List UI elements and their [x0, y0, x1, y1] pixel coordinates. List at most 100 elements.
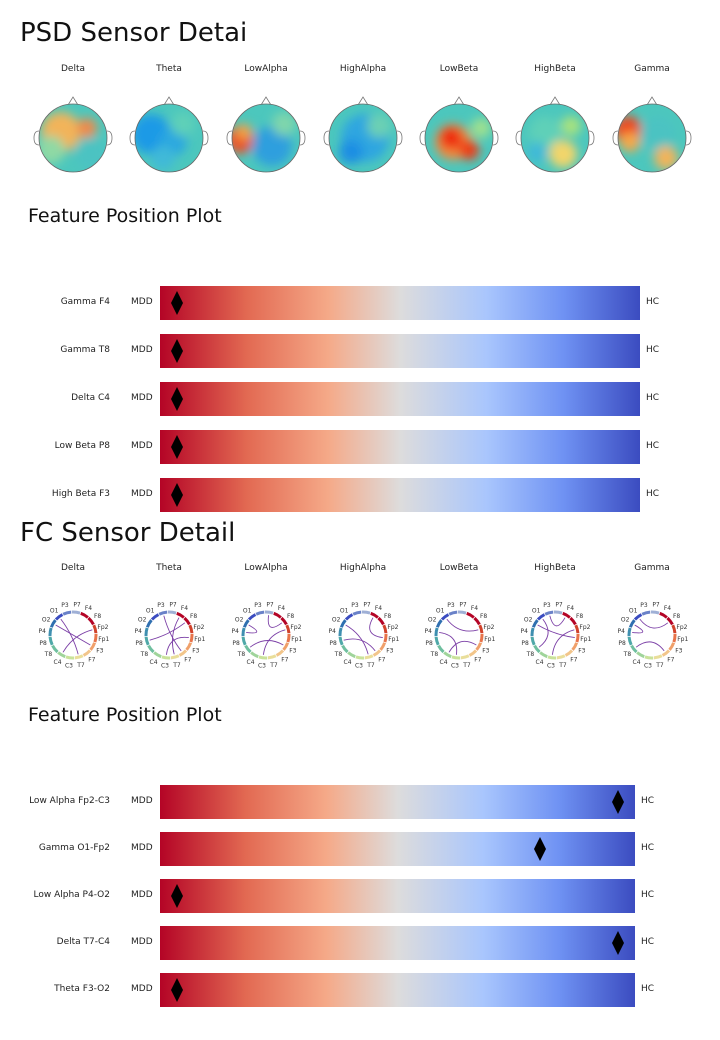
connection-line — [635, 641, 665, 652]
channel-label: O2 — [524, 617, 533, 624]
channel-segment — [636, 651, 645, 659]
nose-shape — [67, 96, 79, 106]
channel-segment — [275, 649, 285, 657]
channel-label: Fp2 — [193, 624, 204, 631]
topomap-blob — [620, 132, 640, 152]
connection-line — [549, 615, 566, 627]
channel-label: T8 — [334, 651, 343, 658]
hc-label: HC — [646, 297, 660, 307]
channel-segment — [89, 642, 97, 651]
connection-line — [60, 618, 79, 655]
channel-label: Fp1 — [484, 636, 495, 643]
channel-label: C3 — [161, 663, 169, 670]
channel-segment — [338, 627, 343, 637]
channel-label: F8 — [94, 613, 101, 620]
channel-label: T8 — [430, 651, 439, 658]
channel-segment — [364, 654, 374, 660]
feature-label: Low Alpha Fp2-C3 — [29, 796, 110, 806]
channel-label: F7 — [378, 657, 385, 664]
channel-segment — [569, 616, 577, 626]
fc-band-label: Theta — [156, 563, 182, 573]
connection-line — [262, 629, 286, 655]
channel-label: C4 — [246, 659, 254, 666]
mdd-label: MDD — [131, 297, 153, 307]
position-marker — [612, 931, 625, 955]
channel-segment — [51, 644, 59, 654]
topomap — [129, 96, 209, 173]
channel-segment — [145, 619, 153, 628]
channel-segment — [466, 611, 475, 619]
channel-segment — [344, 613, 354, 621]
feature-label: Low Alpha P4-O2 — [33, 890, 111, 900]
channel-label: T8 — [526, 651, 535, 658]
psd-band-label: LowBeta — [439, 64, 479, 74]
channel-segment — [562, 611, 571, 619]
topomap-blob — [339, 140, 363, 164]
channel-segment — [170, 654, 180, 660]
channel-segment — [434, 636, 440, 646]
channel-label: Fp2 — [579, 624, 590, 631]
channel-segment — [167, 610, 177, 615]
channel-label: O1 — [243, 607, 252, 614]
mdd-label: MDD — [131, 441, 153, 451]
channel-segment — [434, 627, 439, 637]
channel-segment — [668, 642, 676, 651]
channel-label: P7 — [73, 601, 81, 608]
channel-label: C3 — [644, 663, 652, 670]
channel-label: F7 — [474, 657, 481, 664]
channel-segment — [536, 613, 546, 621]
channel-segment — [553, 610, 563, 615]
right-ear-shape — [106, 130, 113, 146]
channel-label: C4 — [53, 659, 61, 666]
channel-label: P3 — [351, 602, 359, 609]
channel-label: O1 — [50, 607, 59, 614]
channel-segment — [48, 627, 53, 637]
channel-label: F7 — [667, 657, 674, 664]
channel-segment — [264, 610, 274, 615]
topomap-blob — [440, 127, 462, 149]
channel-label: C3 — [451, 663, 459, 670]
channel-label: P3 — [254, 602, 262, 609]
channel-label: Fp2 — [676, 624, 687, 631]
channel-label: Fp1 — [388, 636, 399, 643]
channel-label: Fp1 — [194, 636, 205, 643]
feature-label: Gamma F4 — [60, 297, 110, 307]
topomap-blob — [459, 140, 479, 160]
channel-label: P8 — [425, 640, 433, 647]
channel-segment — [57, 651, 66, 659]
colormap-bar — [160, 973, 635, 1007]
fc-band-label: HighAlpha — [339, 563, 387, 573]
channel-label: Fp1 — [98, 636, 109, 643]
channel-segment — [188, 624, 194, 634]
nose-shape — [549, 96, 561, 106]
channel-segment — [161, 655, 171, 660]
mdd-label: MDD — [131, 796, 153, 806]
channel-label: O1 — [146, 607, 155, 614]
channel-segment — [575, 633, 580, 643]
channel-segment — [547, 655, 557, 660]
head-outline — [617, 103, 687, 173]
position-marker — [170, 435, 183, 459]
nose-shape — [357, 96, 369, 106]
connection-line — [343, 638, 376, 652]
channel-label: P8 — [521, 640, 529, 647]
channel-segment — [628, 619, 636, 628]
psd-band-label: HighAlpha — [339, 64, 387, 74]
channel-label: O2 — [428, 617, 437, 624]
topomap — [515, 96, 595, 173]
nose-shape — [646, 96, 658, 106]
topomap-blob — [529, 116, 561, 148]
channel-label: Fp1 — [291, 636, 302, 643]
channel-segment — [355, 655, 365, 660]
channel-segment — [672, 633, 677, 643]
channel-label: F8 — [673, 613, 680, 620]
channel-segment — [661, 649, 671, 657]
channel-segment — [630, 644, 638, 654]
hc-label: HC — [641, 796, 655, 806]
channel-segment — [383, 633, 388, 643]
channel-label: C3 — [547, 663, 555, 670]
connection-line — [246, 624, 258, 634]
channel-segment — [473, 616, 481, 626]
